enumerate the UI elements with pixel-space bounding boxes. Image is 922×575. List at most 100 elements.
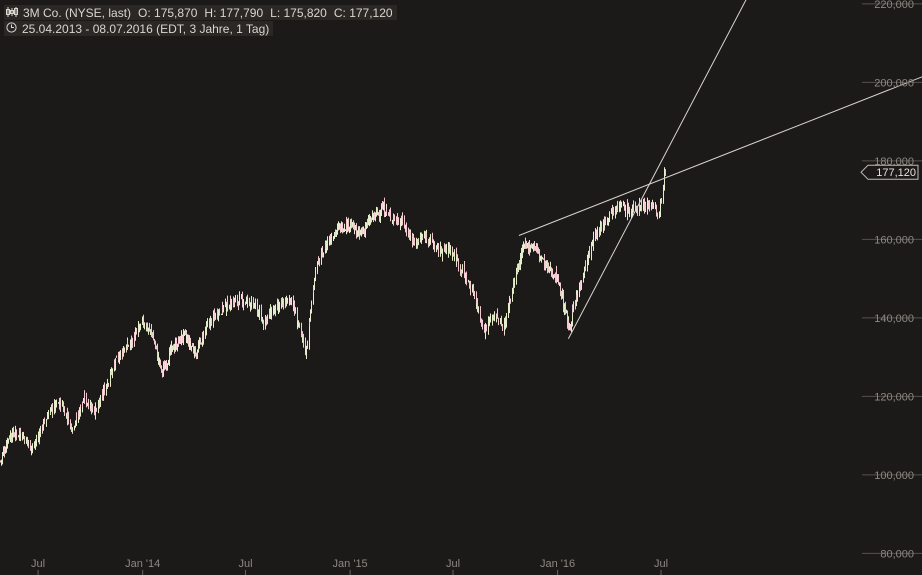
candle-body <box>32 447 33 449</box>
candle-body <box>538 248 539 252</box>
candle-body <box>202 334 203 336</box>
candle-body <box>386 209 387 212</box>
candle-body <box>175 342 176 347</box>
candle-body <box>229 308 230 310</box>
candle-body <box>142 318 143 320</box>
candle-body <box>71 423 72 431</box>
candle-body <box>365 227 366 234</box>
candle-body <box>86 395 87 405</box>
candle-body <box>20 437 21 439</box>
candle-body <box>44 419 45 422</box>
candle-body <box>266 316 267 323</box>
candle-body <box>504 321 505 332</box>
candle-body <box>153 335 154 341</box>
candle-body <box>243 302 244 306</box>
candle-body <box>616 209 617 211</box>
candle-body <box>116 356 117 358</box>
candle-body <box>556 269 557 281</box>
candle-body <box>445 248 446 251</box>
candle-body <box>535 247 536 249</box>
candle-body <box>251 300 252 307</box>
candle-body <box>136 332 137 334</box>
candle-body <box>426 234 427 238</box>
candle-body <box>247 299 248 303</box>
candle-body <box>359 230 360 236</box>
candle-body <box>384 202 385 215</box>
candle-body <box>468 281 469 283</box>
candle-body <box>527 243 528 247</box>
candle-body <box>517 267 518 271</box>
candle-body <box>302 331 303 338</box>
candle-body <box>154 340 155 344</box>
candle-body <box>302 336 303 339</box>
candle-body <box>478 306 479 310</box>
candle-body <box>36 438 37 443</box>
candle-body <box>378 212 379 214</box>
candle-body <box>250 305 251 308</box>
candle-body <box>647 202 648 211</box>
candle-body <box>257 301 258 307</box>
candle-body <box>261 309 262 317</box>
candle-body <box>557 275 558 282</box>
candle-body <box>607 219 608 221</box>
x-tick-label: Jul <box>31 558 45 570</box>
candle-body <box>98 407 99 410</box>
candle-body <box>233 300 234 306</box>
candle-body <box>664 172 665 179</box>
candle-body <box>613 212 614 214</box>
candle-body <box>210 319 211 329</box>
candle-body <box>493 316 494 319</box>
candle-body <box>165 364 166 370</box>
candle-body <box>100 396 101 406</box>
candle-body <box>287 298 288 300</box>
candle-body <box>123 351 124 353</box>
candle-body <box>279 304 280 308</box>
candle-body <box>381 207 382 214</box>
candle-body <box>430 236 431 238</box>
y-tick-label: 80,000 <box>880 548 914 560</box>
candle-body <box>38 436 39 439</box>
candle-body <box>532 247 533 249</box>
candle-body <box>301 332 302 334</box>
candle-body <box>597 230 598 238</box>
candle-body <box>209 322 210 324</box>
candle-body <box>286 298 287 305</box>
candle-body <box>661 198 662 202</box>
candle-body <box>221 313 222 315</box>
candle-body <box>219 311 220 314</box>
candle-body <box>373 215 374 219</box>
candle-body <box>663 189 664 195</box>
candle-body <box>319 259 320 265</box>
candle-body <box>380 213 381 219</box>
candle-body <box>180 336 181 344</box>
candle-body <box>361 231 362 233</box>
candle-body <box>98 401 99 407</box>
candle-body <box>184 330 185 332</box>
candle-body <box>26 437 27 444</box>
candle-body <box>446 245 447 249</box>
candle-body <box>566 310 567 314</box>
candle-body <box>608 220 609 222</box>
candle-body <box>604 225 605 227</box>
candle-body <box>410 233 411 236</box>
candle-body <box>217 312 218 318</box>
candle-body <box>297 311 298 325</box>
candle-body <box>298 322 299 326</box>
candle-body <box>310 312 311 318</box>
candle-body <box>151 331 152 333</box>
candle-body <box>103 388 104 392</box>
candle-body <box>651 203 652 208</box>
candle-body <box>337 226 338 231</box>
candle-body <box>465 274 466 281</box>
candle-body <box>596 235 597 239</box>
candle-body <box>342 230 343 232</box>
candle-body <box>138 325 139 329</box>
candle-body <box>134 335 135 341</box>
candle-body <box>351 223 352 228</box>
candle-body <box>56 402 57 405</box>
candle-body <box>205 330 206 335</box>
candle-body <box>659 213 660 216</box>
candle-body <box>254 304 255 308</box>
candle-body <box>612 208 613 216</box>
